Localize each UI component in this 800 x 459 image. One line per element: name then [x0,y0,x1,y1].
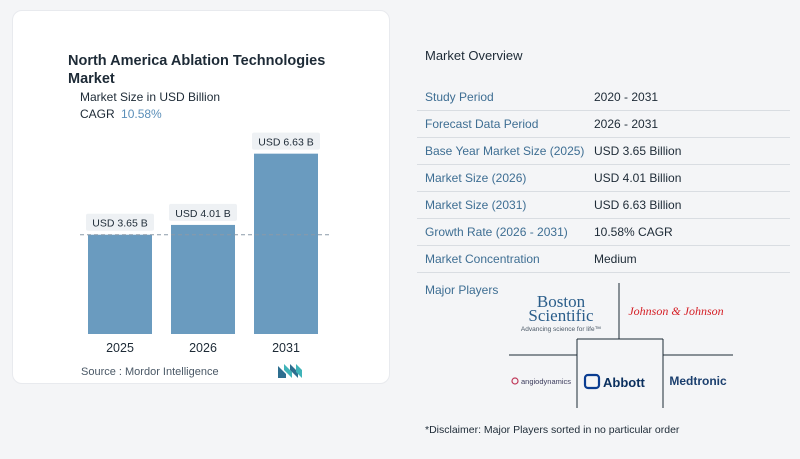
abbott-name: Abbott [603,375,646,390]
disclaimer-note: *Disclaimer: Major Players sorted in no … [425,424,680,436]
x-tick-label: 2026 [189,341,217,355]
boston-scientific-logo: Boston Scientific Advancing science for … [521,292,601,333]
chart-title: North America Ablation Technologies Mark… [68,53,326,87]
table-row: Growth Rate (2026 - 2031) 10.58% CAGR [417,219,790,246]
row-value: 2026 - 2031 [594,117,659,131]
boston-logo-bottom: Scientific [528,306,594,325]
cagr-value: 10.58% [121,107,162,121]
row-key: Study Period [425,90,494,104]
chart-subtitle: Market Size in USD Billion [80,90,221,104]
table-row: Forecast Data Period 2026 - 2031 [417,111,790,138]
cagr-line: CAGR 10.58% [80,107,162,121]
bar-2026 [171,224,235,334]
bar-2025 [88,234,152,334]
angiodynamics-mark-icon [511,377,519,385]
data-label-box [86,213,154,231]
table-row: Market Size (2031) USD 6.63 Billion [417,192,790,219]
data-label: USD 6.63 B [258,137,313,149]
row-value: 2020 - 2031 [594,90,659,104]
table-row: Market Size (2026) USD 4.01 Billion [417,165,790,192]
row-value: Medium [594,252,637,266]
abbott-logo: Abbott [583,373,646,390]
angiodynamics-name: angiodynamics [521,377,571,386]
row-key: Market Size (2026) [425,171,527,185]
bar-chart: USD 3.65 B 2025 USD 4.01 B 2026 USD 6.63 B 20… [80,132,330,355]
row-value: USD 3.65 Billion [594,144,682,158]
medtronic-logo: Medtronic [669,374,727,388]
angiodynamics-logo: angiodynamics [511,377,571,386]
data-label-box [169,203,237,221]
x-tick-label: 2031 [272,341,300,355]
cagr-label: CAGR [80,107,115,121]
table-row: Market Concentration Medium [417,246,790,273]
data-label: USD 3.65 B [92,218,147,230]
data-label-box [252,132,320,150]
bar-2031 [254,153,318,334]
boston-logo-top: Boston [537,292,586,311]
overview-table: Study Period 2020 - 2031 Forecast Data P… [417,84,790,273]
row-value: USD 6.63 Billion [594,198,682,212]
row-key: Base Year Market Size (2025) [425,144,585,158]
row-key: Growth Rate (2026 - 2031) [425,225,568,239]
overview-title: Market Overview [425,48,523,63]
row-key: Forecast Data Period [425,117,539,131]
table-row: Study Period 2020 - 2031 [417,84,790,111]
source-note: Source : Mordor Intelligence [81,366,219,378]
major-players-logos: Boston Scientific Advancing science for … [509,283,733,408]
x-tick-label: 2025 [106,341,134,355]
data-label: USD 4.01 B [175,208,230,220]
row-value: 10.58% CAGR [594,225,673,239]
market-overview-panel: Market Overview Study Period 2020 - 2031… [413,0,800,459]
row-value: USD 4.01 Billion [594,171,682,185]
boston-tagline: Advancing science for life™ [521,326,601,333]
major-players-label: Major Players [425,283,499,297]
row-key: Market Concentration [425,252,540,266]
row-key: Market Size (2031) [425,198,527,212]
abbott-mark-icon [583,373,601,390]
mordor-intelligence-logo-icon [278,364,302,378]
table-row: Base Year Market Size (2025) USD 3.65 Bi… [417,138,790,165]
johnson-and-johnson-logo: Johnson & Johnson [628,304,723,318]
